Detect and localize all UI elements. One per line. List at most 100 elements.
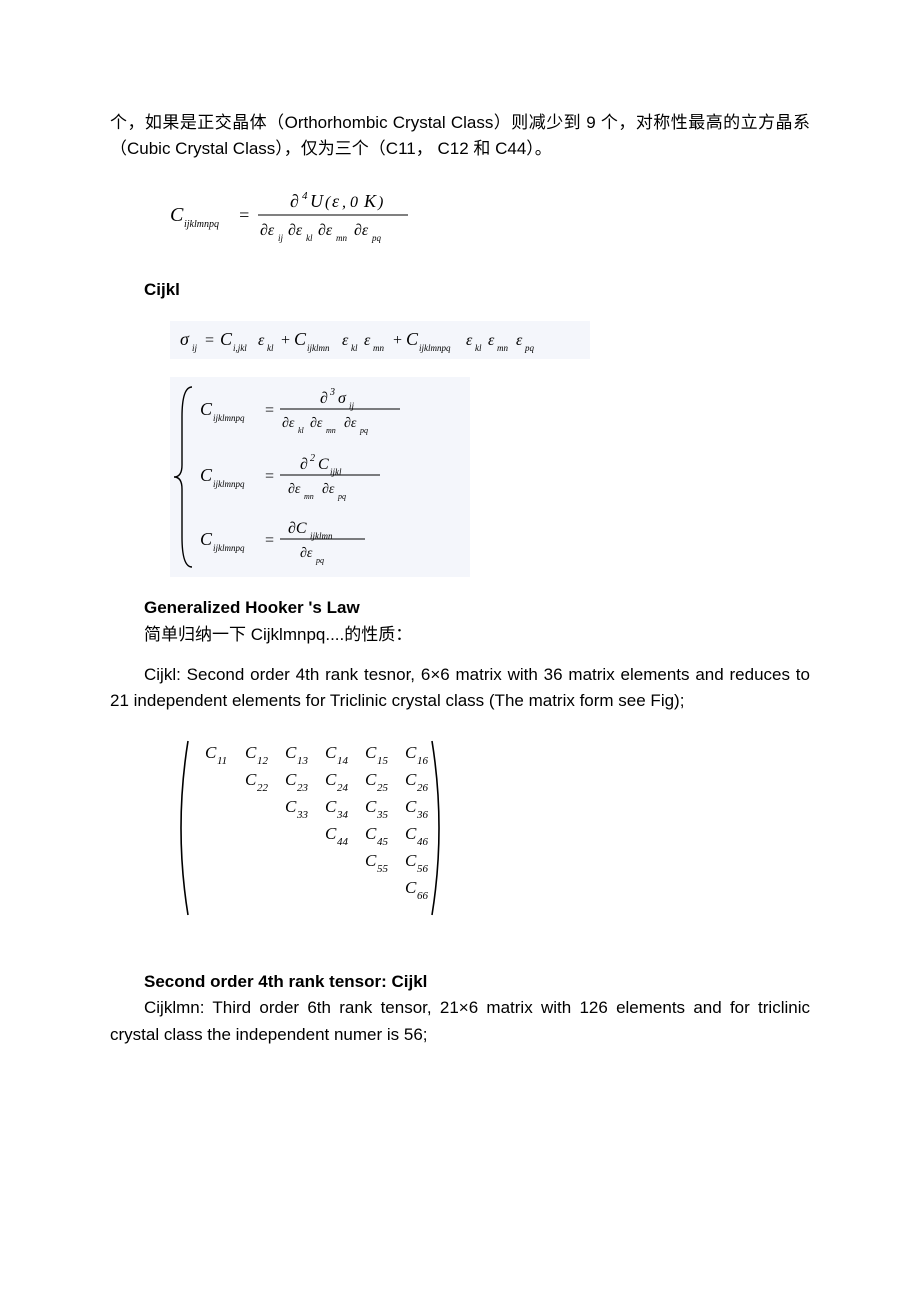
svg-text:mn: mn (336, 233, 347, 243)
svg-text:=: = (264, 468, 275, 485)
svg-text:ijklmnpq: ijklmnpq (213, 413, 245, 423)
svg-text:kl: kl (267, 343, 274, 353)
svg-text:∂ε: ∂ε (322, 482, 335, 497)
svg-text:∂: ∂ (290, 191, 299, 211)
svg-text:∂ε: ∂ε (282, 416, 295, 431)
svg-text:ijklmnpq: ijklmnpq (184, 219, 219, 230)
svg-text:ε: ε (516, 332, 523, 349)
svg-text:4: 4 (302, 190, 308, 202)
svg-text:=: = (264, 402, 275, 419)
svg-text:∂: ∂ (300, 456, 308, 473)
svg-text:C: C (365, 851, 377, 870)
equation-svg: C ijklmnpq = ∂ 3 σ ij ∂ε kl ∂ε mn ∂ε pq … (170, 377, 470, 577)
svg-text:ij: ij (192, 343, 198, 353)
svg-text:C: C (405, 824, 417, 843)
svg-text:+: + (280, 332, 291, 349)
svg-text:pq: pq (359, 426, 368, 435)
svg-text:C: C (205, 743, 217, 762)
svg-text:C: C (365, 824, 377, 843)
page: 个，如果是正交晶体（Orthorhombic Crystal Class）则减少… (0, 0, 920, 1302)
svg-text:pq: pq (337, 492, 346, 501)
svg-text:ε: ε (488, 332, 495, 349)
svg-text:=: = (264, 532, 275, 549)
svg-text:C: C (365, 743, 377, 762)
svg-text:∂ε: ∂ε (354, 222, 369, 239)
svg-text:mn: mn (373, 343, 384, 353)
heading-tensor: Second order 4th rank tensor: Cijkl (144, 969, 810, 995)
svg-text:ijkl: ijkl (330, 467, 342, 477)
para-3: Cijkl: Second order 4th rank tesnor, 6×6… (110, 662, 810, 715)
svg-text:∂: ∂ (320, 390, 328, 407)
svg-text:ijklmnpq: ijklmnpq (213, 543, 245, 553)
svg-text:13: 13 (297, 755, 309, 767)
svg-text:C: C (245, 770, 257, 789)
svg-text:33: 33 (296, 809, 309, 821)
equation-svg: C ijklmnpq = ∂ 4 U ( ε , 0 K ) ∂ε ij ∂ε … (170, 181, 430, 251)
svg-text:66: 66 (417, 890, 429, 902)
svg-text:pq: pq (524, 343, 535, 353)
svg-text:ε: ε (258, 332, 265, 349)
svg-text:C: C (245, 743, 257, 762)
svg-text:C: C (285, 770, 297, 789)
svg-text:∂ε: ∂ε (310, 416, 323, 431)
svg-text:pq: pq (371, 233, 382, 243)
svg-text:kl: kl (298, 426, 305, 435)
svg-text:∂ε: ∂ε (344, 416, 357, 431)
svg-text:U: U (310, 191, 324, 211)
svg-text:45: 45 (377, 836, 389, 848)
svg-text:44: 44 (337, 836, 349, 848)
spacer (110, 949, 810, 969)
svg-text:2: 2 (310, 453, 315, 464)
svg-text:∂ε: ∂ε (288, 222, 303, 239)
svg-text:σ: σ (338, 390, 347, 407)
svg-text:ε: ε (466, 332, 473, 349)
svg-text:C: C (325, 824, 337, 843)
svg-text:C: C (405, 743, 417, 762)
svg-text:): ) (377, 194, 383, 211)
svg-text:14: 14 (337, 755, 349, 767)
equation-sigma-expansion: σ ij = C i,jkl ε kl + C ijklmn ε kl ε mn… (170, 321, 810, 359)
svg-text:55: 55 (377, 863, 389, 875)
svg-text:C: C (200, 399, 213, 419)
svg-text:mn: mn (304, 492, 314, 501)
matrix-cijkl: C11C12C13C14C15C16C22C23C24C25C26C33C34C… (170, 733, 810, 931)
svg-text:kl: kl (351, 343, 358, 353)
svg-text:C: C (294, 329, 307, 349)
svg-text:ij: ij (278, 233, 284, 243)
svg-text:, 0: , 0 (342, 194, 358, 211)
svg-text:i,jkl: i,jkl (233, 343, 247, 353)
svg-text:C: C (365, 797, 377, 816)
svg-text:15: 15 (377, 755, 389, 767)
svg-text:56: 56 (417, 863, 429, 875)
svg-text:11: 11 (217, 755, 227, 767)
svg-text:C: C (325, 743, 337, 762)
svg-text:46: 46 (417, 836, 429, 848)
svg-text:∂ε: ∂ε (288, 482, 301, 497)
svg-text:kl: kl (306, 233, 313, 243)
svg-text:C: C (285, 797, 297, 816)
svg-text:C: C (405, 797, 417, 816)
svg-text:∂ε: ∂ε (318, 222, 333, 239)
para-2: 简单归纳一下 Cijklmnpq....的性质： (110, 622, 810, 648)
svg-text:=: = (238, 205, 250, 225)
svg-text:ε: ε (364, 332, 371, 349)
svg-text:ε: ε (342, 332, 349, 349)
svg-text:ijklmn: ijklmn (307, 343, 330, 353)
svg-text:C: C (405, 878, 417, 897)
svg-text:C: C (325, 797, 337, 816)
svg-text:∂ε: ∂ε (260, 222, 275, 239)
svg-text:ij: ij (349, 401, 355, 411)
svg-text:C: C (405, 851, 417, 870)
para-1: 个，如果是正交晶体（Orthorhombic Crystal Class）则减少… (110, 110, 810, 163)
svg-text:σ: σ (180, 329, 190, 349)
svg-text:+: + (392, 332, 403, 349)
svg-text:ijklmn: ijklmn (310, 531, 333, 541)
svg-text:C: C (325, 770, 337, 789)
svg-text:22: 22 (257, 782, 269, 794)
para-4: Cijklmn: Third order 6th rank tensor, 21… (110, 995, 810, 1048)
svg-text:ijklmnpq: ijklmnpq (213, 479, 245, 489)
svg-text:C: C (406, 329, 419, 349)
svg-text:C: C (200, 529, 213, 549)
svg-text:C: C (318, 456, 329, 473)
svg-text:25: 25 (377, 782, 389, 794)
